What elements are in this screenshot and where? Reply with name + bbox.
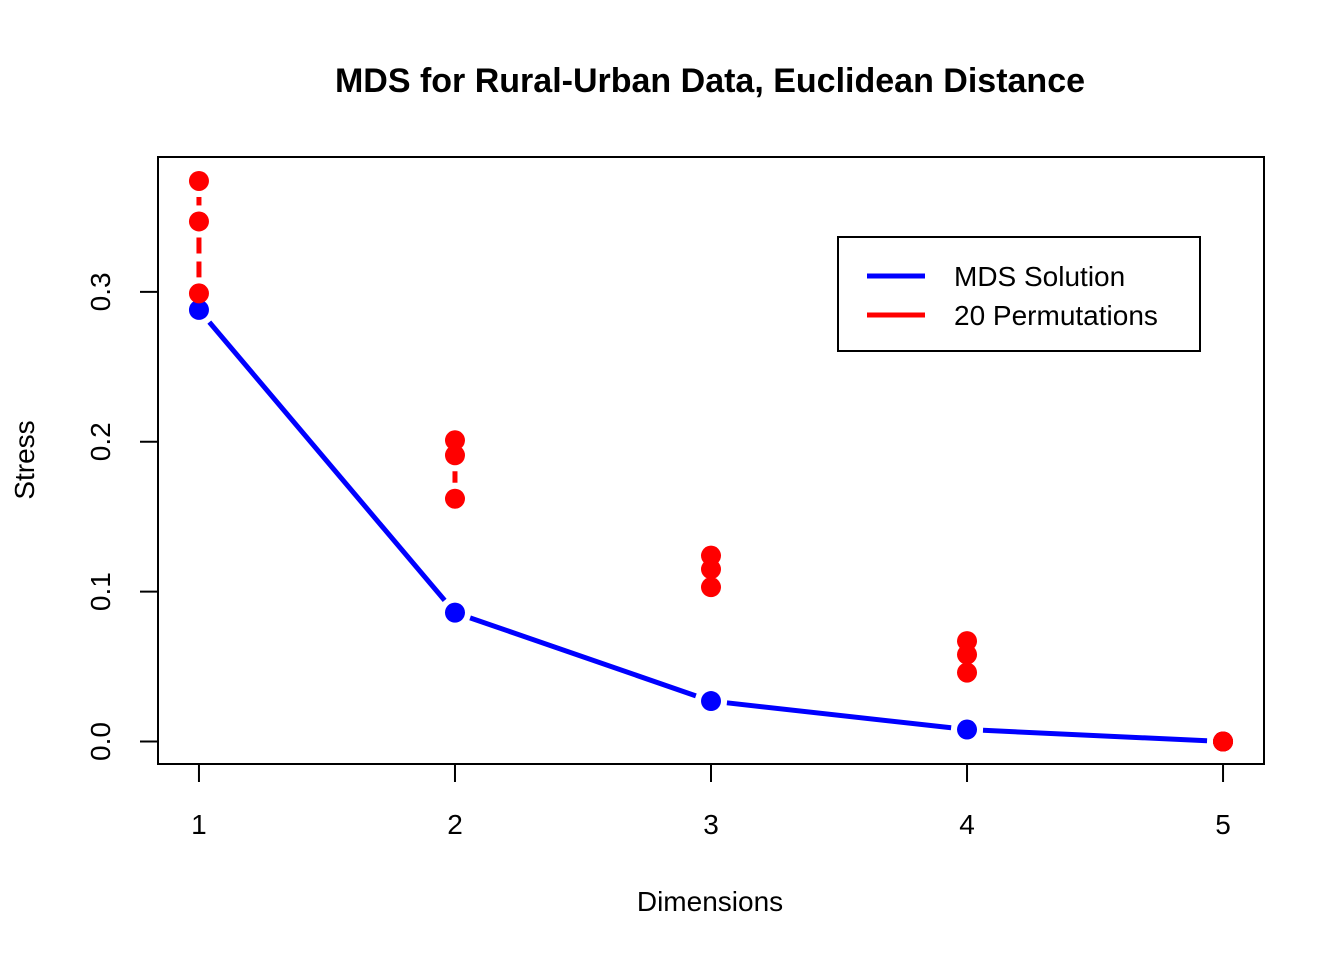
mds-line-segment	[982, 727, 1208, 744]
permutation-point	[444, 445, 465, 466]
y-axis: 0.0 0.1 0.2 0.3	[85, 272, 159, 761]
mds-point	[701, 691, 721, 712]
legend-label-mds-solution: MDS Solution	[954, 261, 1125, 292]
permutation-point	[444, 488, 465, 509]
y-tick-label: 0.1	[85, 572, 116, 611]
mds-point	[957, 719, 978, 740]
chart-title: MDS for Rural-Urban Data, Euclidean Dist…	[335, 62, 1085, 100]
permutation-point	[957, 644, 978, 665]
y-tick-label: 0.0	[85, 722, 116, 761]
legend: MDS Solution 20 Permutations	[837, 236, 1201, 352]
permutation-point	[188, 170, 209, 191]
y-tick-label: 0.2	[85, 422, 116, 461]
permutation-point	[701, 577, 721, 598]
x-tick-label: 4	[959, 809, 975, 840]
y-tick-label: 0.3	[85, 272, 116, 311]
x-tick-label: 1	[191, 809, 207, 840]
legend-label-permutations: 20 Permutations	[954, 300, 1158, 331]
x-axis: 1 2 3 4 5	[191, 763, 1231, 840]
series-layer	[188, 170, 1234, 752]
permutation-point	[701, 559, 721, 580]
mds-line-segment	[726, 700, 952, 731]
mds-line-segment	[207, 320, 447, 603]
permutation-point	[1213, 731, 1234, 752]
permutation-point	[188, 283, 209, 304]
mds-line-segment	[469, 615, 697, 699]
mds-point	[444, 602, 465, 623]
mds-point	[188, 299, 209, 320]
legend-box	[837, 236, 1201, 352]
x-tick-label: 2	[447, 809, 463, 840]
permutation-point	[188, 211, 209, 232]
permutation-point	[444, 430, 465, 451]
y-axis-label: Stress	[9, 420, 40, 499]
permutation-point	[957, 662, 978, 683]
x-tick-label: 5	[1215, 809, 1231, 840]
x-tick-label: 3	[703, 809, 719, 840]
x-axis-label: Dimensions	[637, 886, 783, 917]
